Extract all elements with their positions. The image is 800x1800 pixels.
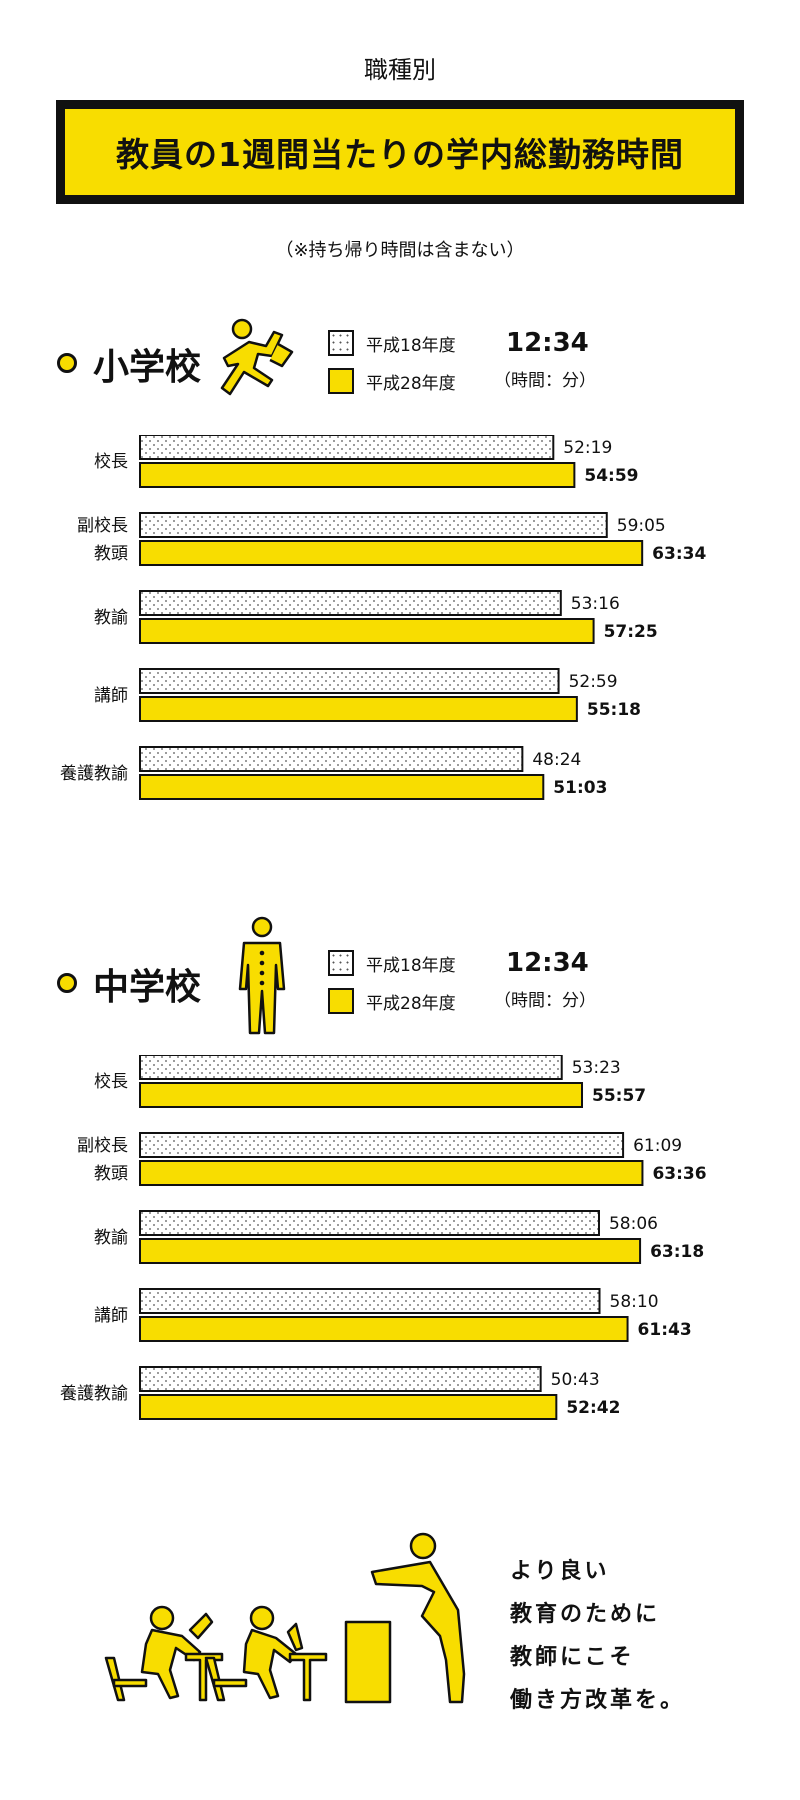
category-label: 講師 xyxy=(94,686,128,706)
unit-note: （時間：分） xyxy=(494,371,596,391)
category-label: 講師 xyxy=(94,1306,128,1326)
value-label-old: 52:59 xyxy=(569,672,618,692)
category-label: 養護教諭 xyxy=(60,1384,128,1404)
value-label-old: 53:16 xyxy=(571,594,620,614)
bar-old xyxy=(139,668,560,694)
bar-old xyxy=(139,746,524,772)
section-title-elementary: 小学校 xyxy=(93,347,202,388)
legend-label-new: 平成28年度 xyxy=(366,994,456,1014)
value-label-old: 48:24 xyxy=(532,750,581,770)
category-label: 教頭 xyxy=(94,544,128,564)
bar-old xyxy=(139,1210,600,1236)
time-format-sample: 12:34 xyxy=(506,948,589,978)
bar-new xyxy=(139,1316,629,1342)
closing-line: 働き方改革を。 xyxy=(510,1688,686,1713)
value-label-old: 53:23 xyxy=(572,1058,621,1078)
category-label: 養護教諭 xyxy=(60,764,128,784)
section-bullet xyxy=(57,353,77,373)
section-bullet xyxy=(57,973,77,993)
bar-old xyxy=(139,1055,563,1080)
note-text: （※持ち帰り時間は含まない） xyxy=(275,240,525,261)
value-label-old: 52:19 xyxy=(563,438,612,458)
legend-swatch-old xyxy=(328,950,354,976)
bar-new xyxy=(139,1082,584,1108)
category-label: 教諭 xyxy=(94,608,128,628)
bar-old xyxy=(139,590,562,616)
bar-old xyxy=(139,512,608,538)
value-label-new: 55:57 xyxy=(592,1086,646,1106)
bar-new xyxy=(139,696,578,722)
value-label-new: 51:03 xyxy=(553,778,607,798)
value-label-new: 61:43 xyxy=(638,1320,692,1340)
category-label: 副校長 xyxy=(77,1136,128,1156)
value-label-old: 61:09 xyxy=(633,1136,682,1156)
bar-new xyxy=(139,540,644,566)
title-box: 教員の1週間当たりの学内総勤務時間 xyxy=(56,100,744,204)
supertitle: 職種別 xyxy=(364,56,436,84)
bar-new xyxy=(139,1238,642,1264)
value-label-new: 52:42 xyxy=(566,1398,620,1418)
legend-swatch-old xyxy=(328,330,354,356)
legend-swatch-new xyxy=(328,988,354,1014)
unit-note: （時間：分） xyxy=(494,991,596,1011)
student-uniform-icon xyxy=(238,916,286,1035)
category-label: 教諭 xyxy=(94,1228,128,1248)
section-title-junior-high: 中学校 xyxy=(93,967,202,1008)
bar-old xyxy=(139,1288,601,1314)
closing-line: より良い xyxy=(510,1559,610,1584)
classroom-teacher-students-icon xyxy=(104,1532,466,1704)
page-title: 教員の1週間当たりの学内総勤務時間 xyxy=(116,135,684,174)
bar-old xyxy=(139,1366,542,1392)
value-label-new: 63:36 xyxy=(652,1164,706,1184)
legend-label-old: 平成18年度 xyxy=(366,336,456,356)
bar-new xyxy=(139,462,576,488)
legend-label-old: 平成18年度 xyxy=(366,956,456,976)
bar-new xyxy=(139,1160,644,1186)
time-format-sample: 12:34 xyxy=(506,328,589,358)
bar-new xyxy=(139,774,545,800)
category-label: 副校長 xyxy=(77,516,128,536)
closing-line: 教育のために xyxy=(510,1602,661,1627)
value-label-old: 59:05 xyxy=(617,516,666,536)
bar-new xyxy=(139,1394,558,1420)
closing-message: より良い 教育のために 教師にこそ 働き方改革を。 xyxy=(510,1550,685,1722)
value-label-old: 58:10 xyxy=(610,1292,659,1312)
legend-swatch-new xyxy=(328,368,354,394)
bar-old xyxy=(139,1132,625,1158)
category-label: 校長 xyxy=(94,1072,128,1092)
value-label-new: 55:18 xyxy=(587,700,641,720)
value-label-new: 57:25 xyxy=(604,622,658,642)
legend-label-new: 平成28年度 xyxy=(366,374,456,394)
running-child-icon xyxy=(220,318,294,396)
value-label-new: 63:34 xyxy=(652,544,706,564)
value-label-old: 50:43 xyxy=(551,1370,600,1390)
value-label-new: 54:59 xyxy=(584,466,638,486)
bar-new xyxy=(139,618,595,644)
closing-line: 教師にこそ xyxy=(510,1645,635,1670)
value-label-new: 63:18 xyxy=(650,1242,704,1262)
bar-old xyxy=(139,435,555,460)
value-label-old: 58:06 xyxy=(609,1214,658,1234)
category-label: 教頭 xyxy=(94,1164,128,1184)
category-label: 校長 xyxy=(94,452,128,472)
